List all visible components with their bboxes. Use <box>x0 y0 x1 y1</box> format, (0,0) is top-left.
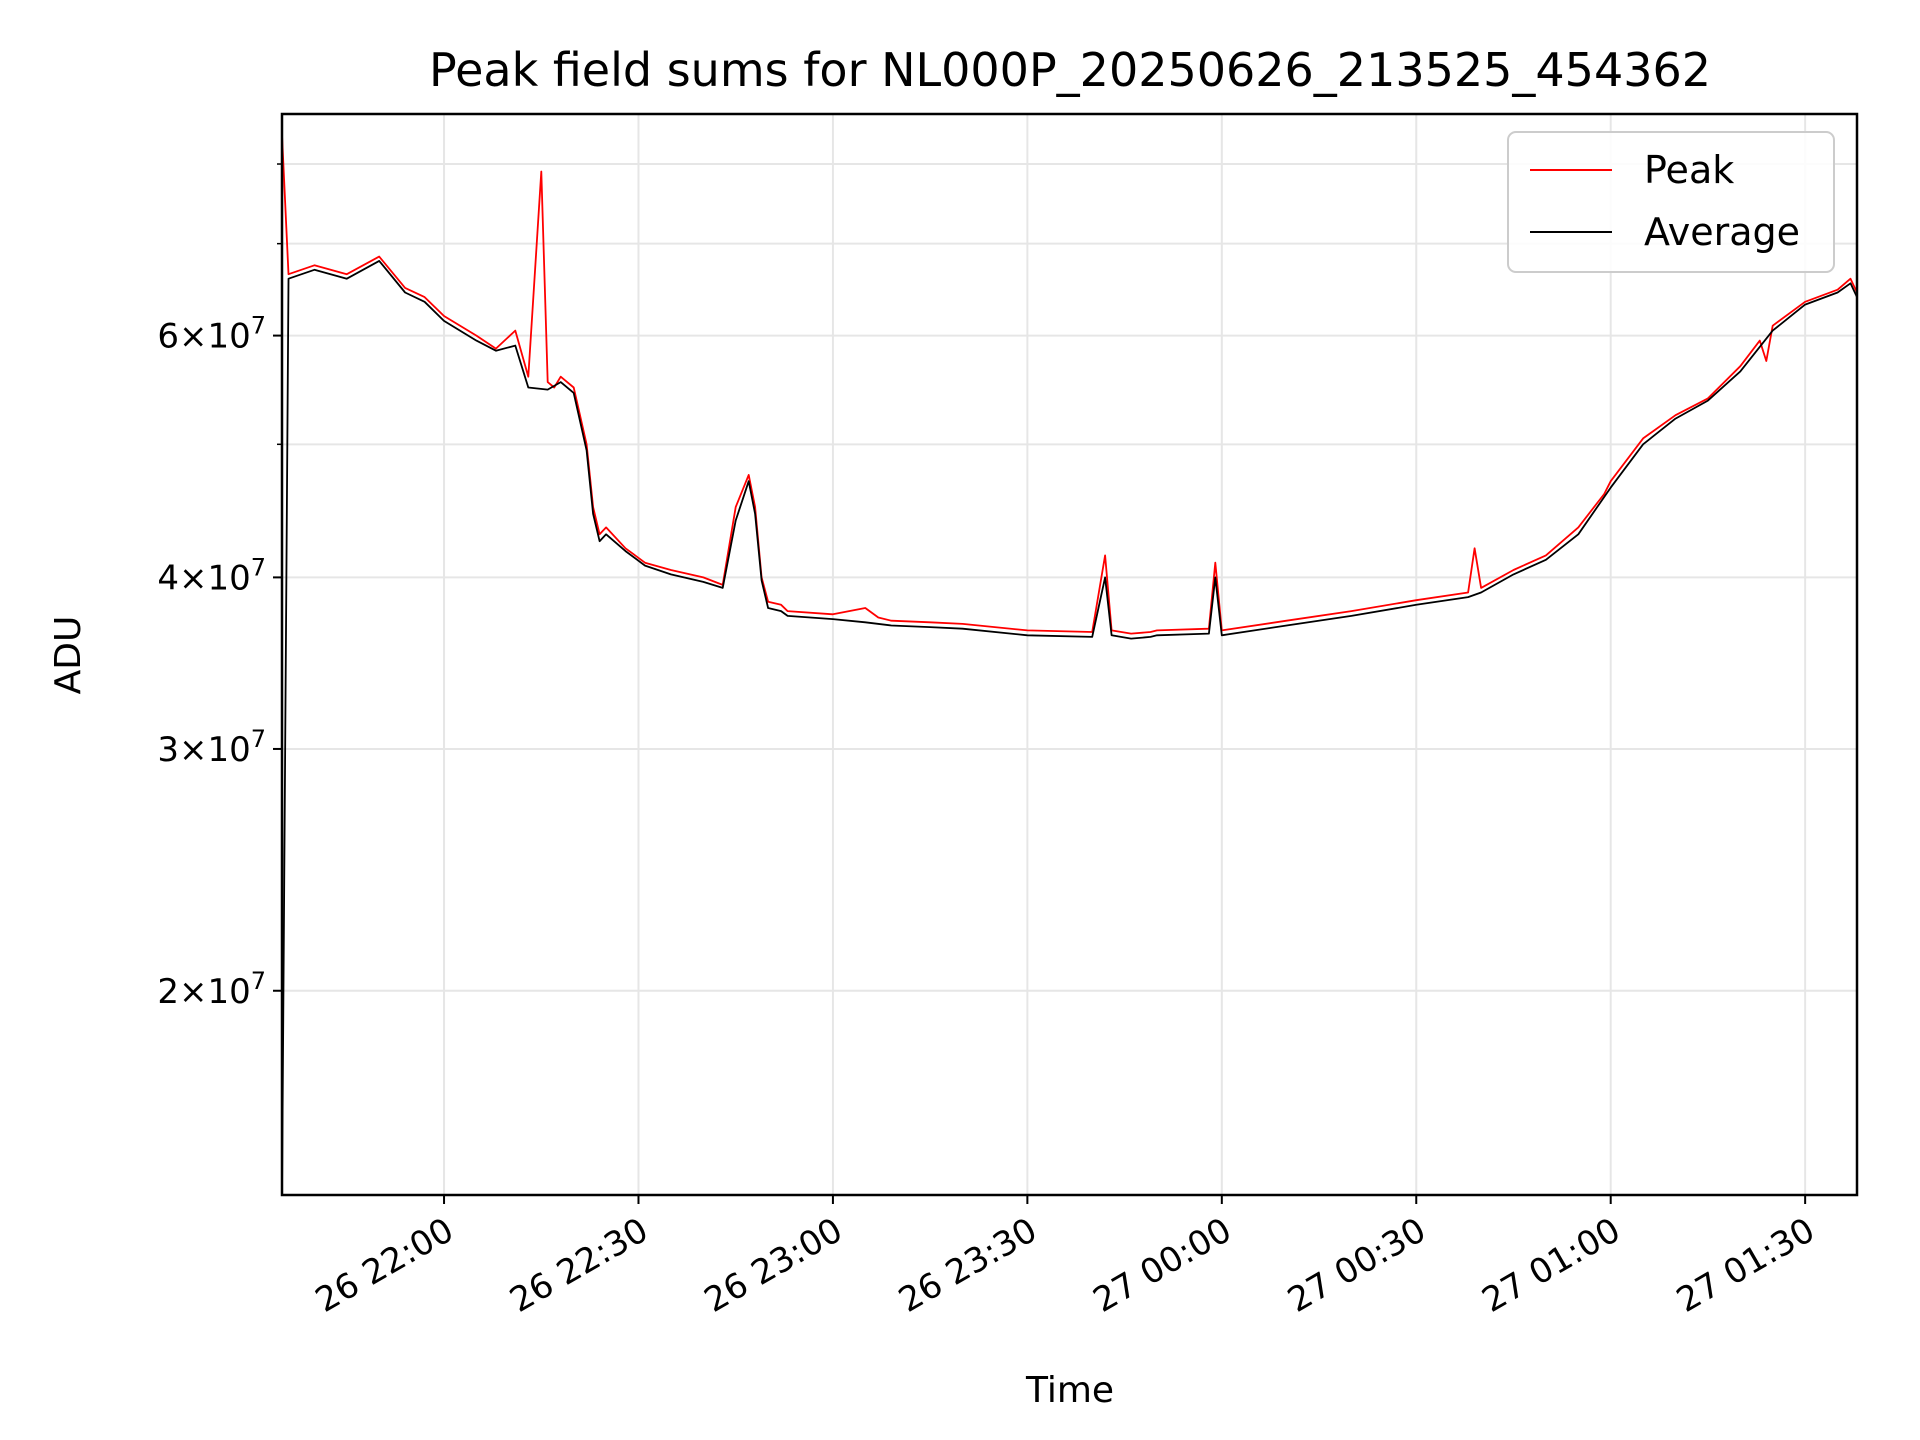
x-tick-label: 26 22:00 <box>309 1210 461 1321</box>
series-line-peak <box>281 134 1858 635</box>
series-line-average <box>281 259 1858 1196</box>
y-axis: 2×107 3×107 4×107 6×107 <box>157 163 282 1012</box>
y-tick-label: 2×107 <box>157 967 266 1012</box>
grid <box>282 114 1857 1195</box>
x-tick-label: 26 23:30 <box>892 1210 1044 1321</box>
series-layer <box>281 134 1858 1196</box>
legend-entry: Peak <box>1644 148 1734 192</box>
x-tick-label: 27 01:00 <box>1476 1210 1628 1321</box>
x-tick-label: 26 23:00 <box>698 1210 850 1321</box>
y-axis-label: ADU <box>48 616 89 695</box>
plot-frame <box>280 112 1859 1197</box>
legend: Peak Average <box>1507 131 1835 273</box>
x-tick-label: 27 00:30 <box>1281 1210 1433 1321</box>
x-tick-label: 27 01:30 <box>1670 1210 1822 1321</box>
y-tick-label: 4×107 <box>157 553 266 598</box>
chart-title: Peak field sums for NL000P_20250626_2135… <box>429 43 1711 97</box>
legend-box <box>1507 131 1835 273</box>
y-tick-label: 6×107 <box>157 312 266 357</box>
x-tick-label: 26 22:30 <box>503 1210 655 1321</box>
x-axis: 26 22:00 26 22:30 26 23:00 26 23:30 27 00:00… <box>309 1195 1822 1321</box>
y-tick-label: 3×107 <box>157 725 266 770</box>
legend-entry: Average <box>1644 210 1800 254</box>
x-axis-label: Time <box>1025 1370 1114 1411</box>
x-tick-label: 27 00:00 <box>1087 1210 1239 1321</box>
